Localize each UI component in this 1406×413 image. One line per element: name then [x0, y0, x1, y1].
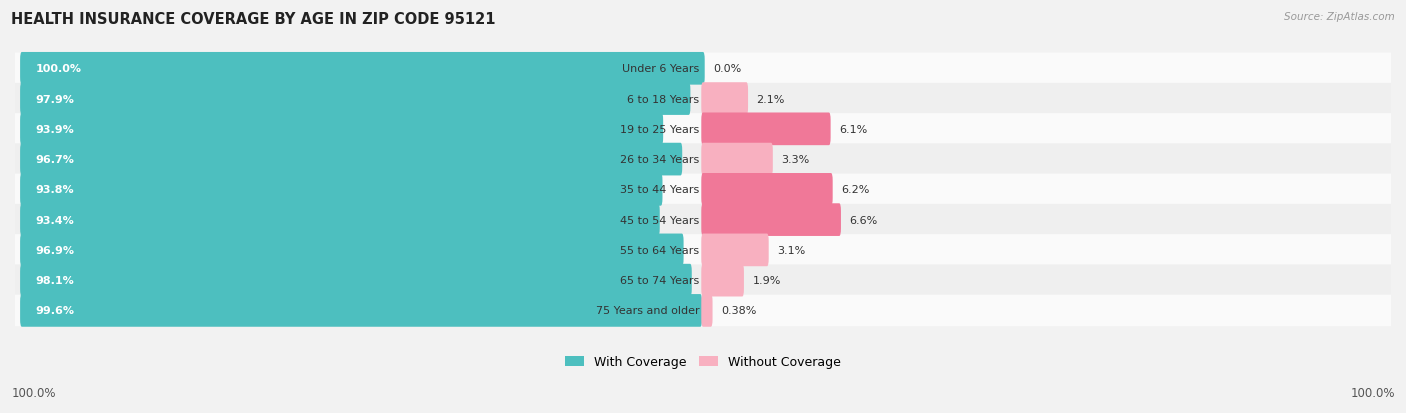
Text: 3.1%: 3.1% [778, 245, 806, 255]
Text: 26 to 34 Years: 26 to 34 Years [620, 155, 700, 165]
Text: HEALTH INSURANCE COVERAGE BY AGE IN ZIP CODE 95121: HEALTH INSURANCE COVERAGE BY AGE IN ZIP … [11, 12, 496, 27]
FancyBboxPatch shape [20, 143, 682, 176]
FancyBboxPatch shape [702, 113, 831, 146]
FancyBboxPatch shape [20, 294, 702, 327]
Text: 75 Years and older: 75 Years and older [596, 306, 700, 316]
Text: 96.7%: 96.7% [35, 155, 75, 165]
Text: 6.2%: 6.2% [841, 185, 869, 195]
FancyBboxPatch shape [15, 265, 1391, 296]
FancyBboxPatch shape [20, 53, 704, 85]
Text: 45 to 54 Years: 45 to 54 Years [620, 215, 700, 225]
Text: 1.9%: 1.9% [752, 275, 780, 285]
Text: Source: ZipAtlas.com: Source: ZipAtlas.com [1284, 12, 1395, 22]
FancyBboxPatch shape [15, 295, 1391, 326]
Text: 93.4%: 93.4% [35, 215, 75, 225]
FancyBboxPatch shape [15, 114, 1391, 145]
Text: 6.1%: 6.1% [839, 125, 868, 135]
FancyBboxPatch shape [702, 204, 841, 236]
Legend: With Coverage, Without Coverage: With Coverage, Without Coverage [565, 355, 841, 368]
FancyBboxPatch shape [15, 204, 1391, 236]
FancyBboxPatch shape [15, 235, 1391, 266]
Text: 19 to 25 Years: 19 to 25 Years [620, 125, 700, 135]
Text: 6.6%: 6.6% [849, 215, 877, 225]
Text: 100.0%: 100.0% [11, 386, 56, 399]
Text: 98.1%: 98.1% [35, 275, 75, 285]
FancyBboxPatch shape [702, 83, 748, 116]
FancyBboxPatch shape [702, 294, 713, 327]
FancyBboxPatch shape [15, 144, 1391, 176]
Text: 99.6%: 99.6% [35, 306, 75, 316]
FancyBboxPatch shape [15, 174, 1391, 206]
Text: 93.8%: 93.8% [35, 185, 75, 195]
Text: 100.0%: 100.0% [35, 64, 82, 74]
FancyBboxPatch shape [20, 264, 692, 297]
FancyBboxPatch shape [15, 53, 1391, 85]
FancyBboxPatch shape [20, 173, 662, 206]
Text: 93.9%: 93.9% [35, 125, 75, 135]
Text: 65 to 74 Years: 65 to 74 Years [620, 275, 700, 285]
Text: 3.3%: 3.3% [782, 155, 810, 165]
FancyBboxPatch shape [15, 83, 1391, 115]
Text: 6 to 18 Years: 6 to 18 Years [627, 94, 700, 104]
Text: 96.9%: 96.9% [35, 245, 75, 255]
FancyBboxPatch shape [20, 113, 664, 146]
Text: Under 6 Years: Under 6 Years [623, 64, 700, 74]
FancyBboxPatch shape [702, 234, 769, 266]
Text: 0.0%: 0.0% [713, 64, 741, 74]
FancyBboxPatch shape [702, 264, 744, 297]
FancyBboxPatch shape [702, 143, 773, 176]
Text: 35 to 44 Years: 35 to 44 Years [620, 185, 700, 195]
Text: 55 to 64 Years: 55 to 64 Years [620, 245, 700, 255]
Text: 2.1%: 2.1% [756, 94, 785, 104]
Text: 97.9%: 97.9% [35, 94, 75, 104]
FancyBboxPatch shape [20, 204, 659, 236]
FancyBboxPatch shape [20, 234, 683, 266]
FancyBboxPatch shape [702, 173, 832, 206]
Text: 0.38%: 0.38% [721, 306, 756, 316]
FancyBboxPatch shape [20, 83, 690, 116]
Text: 100.0%: 100.0% [1350, 386, 1395, 399]
